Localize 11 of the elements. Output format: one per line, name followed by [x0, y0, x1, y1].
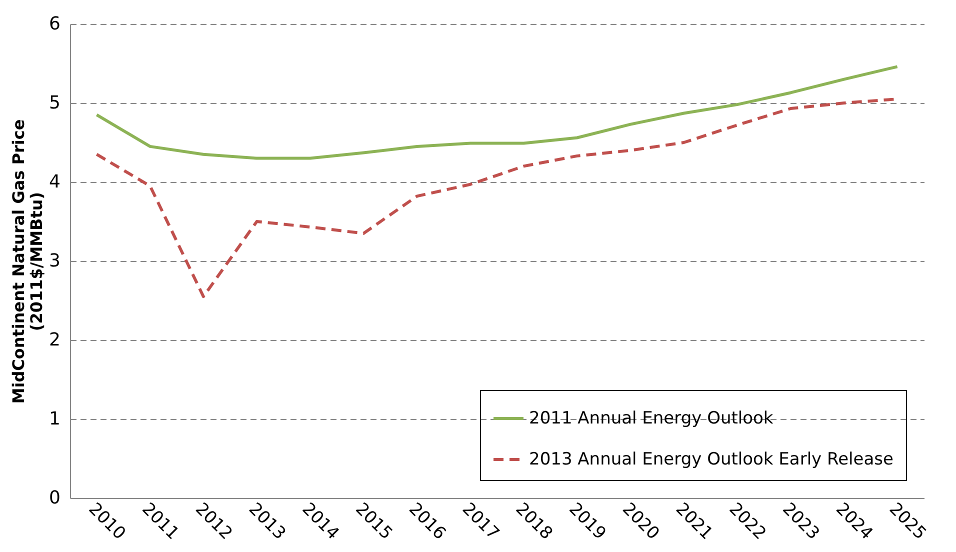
y-tick-label: 2 [49, 330, 60, 350]
line-series [95, 65, 899, 160]
legend-label: 2013 Annual Energy Outlook Early Release [529, 450, 894, 470]
legend-label: 2011 Annual Energy Outlook [529, 408, 774, 428]
y-tick-label: 4 [49, 172, 60, 192]
y-tick-label: 0 [49, 488, 60, 508]
y-tick-label: 5 [49, 92, 60, 114]
y-tick-label: 1 [49, 408, 60, 430]
y-tick-label: 6 [49, 14, 60, 34]
y-tick-label: 3 [49, 250, 60, 272]
y-axis-title: MidContinent Natural Gas Price (2011$/MMBtu) [9, 119, 46, 404]
